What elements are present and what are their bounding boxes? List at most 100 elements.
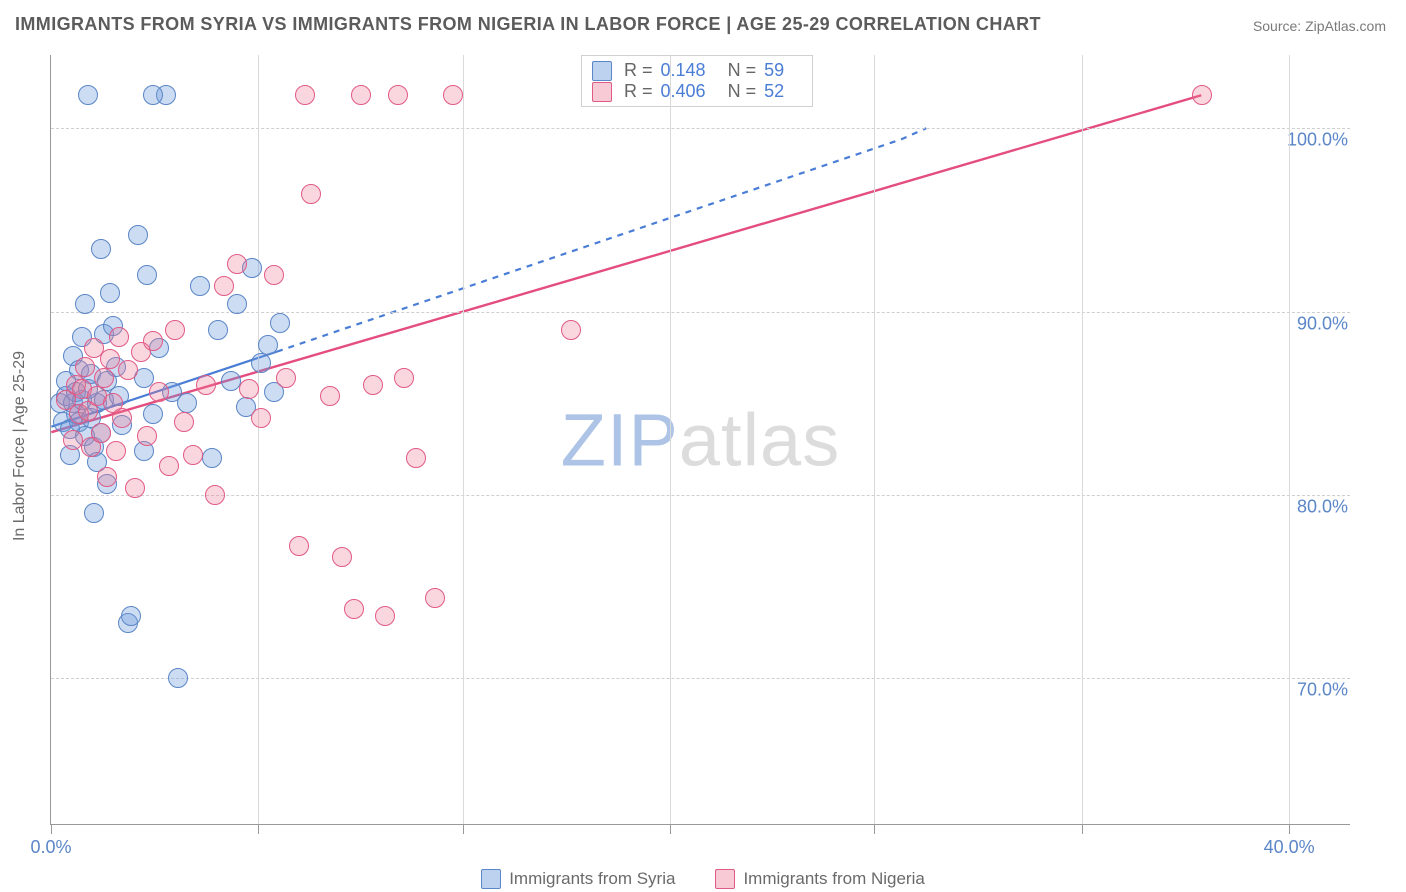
data-point	[97, 467, 117, 487]
data-point	[264, 265, 284, 285]
data-point	[143, 404, 163, 424]
x-tick	[463, 824, 464, 834]
data-point	[388, 85, 408, 105]
legend-swatch-icon	[715, 869, 735, 889]
data-point	[227, 294, 247, 314]
data-point	[375, 606, 395, 626]
data-point	[196, 375, 216, 395]
y-tick-label: 70.0%	[1297, 680, 1348, 701]
data-point	[214, 276, 234, 296]
data-point	[84, 503, 104, 523]
data-point	[202, 448, 222, 468]
gridline-v	[874, 55, 875, 824]
x-tick	[670, 824, 671, 834]
data-point	[100, 283, 120, 303]
data-point	[351, 85, 371, 105]
gridline-v	[1082, 55, 1083, 824]
x-tick	[874, 824, 875, 834]
data-point	[183, 445, 203, 465]
data-point	[118, 360, 138, 380]
data-point	[561, 320, 581, 340]
data-point	[168, 668, 188, 688]
stats-r-value: 0.148	[661, 60, 706, 81]
x-tick	[1289, 824, 1290, 834]
gridline-h	[51, 128, 1350, 129]
data-point	[270, 313, 290, 333]
stats-row: R = 0.148 N = 59	[592, 60, 800, 81]
watermark: ZIPatlas	[561, 397, 840, 482]
data-point	[94, 368, 114, 388]
y-tick-label: 100.0%	[1287, 130, 1348, 151]
data-point	[221, 371, 241, 391]
chart-title: IMMIGRANTS FROM SYRIA VS IMMIGRANTS FROM…	[15, 14, 1041, 35]
y-tick-label: 90.0%	[1297, 313, 1348, 334]
stats-r-value: 0.406	[661, 81, 706, 102]
legend-item: Immigrants from Syria	[481, 869, 675, 889]
data-point	[258, 335, 278, 355]
x-tick	[51, 824, 52, 834]
data-point	[159, 456, 179, 476]
y-axis-label: In Labor Force | Age 25-29	[11, 351, 29, 541]
stats-row: R = 0.406 N = 52	[592, 81, 800, 102]
stats-box: R = 0.148 N = 59 R = 0.406 N = 52	[581, 55, 813, 107]
data-point	[174, 412, 194, 432]
data-point	[425, 588, 445, 608]
y-tick-label: 80.0%	[1297, 497, 1348, 518]
stats-n-value: 59	[764, 60, 784, 81]
data-point	[75, 294, 95, 314]
stats-swatch-icon	[592, 61, 612, 81]
data-point	[239, 379, 259, 399]
data-point	[190, 276, 210, 296]
trend-line	[277, 128, 926, 351]
data-point	[63, 430, 83, 450]
data-point	[208, 320, 228, 340]
source-label: Source: ZipAtlas.com	[1253, 18, 1386, 34]
data-point	[276, 368, 296, 388]
data-point	[75, 357, 95, 377]
x-tick-label: 40.0%	[1264, 837, 1315, 858]
data-point	[320, 386, 340, 406]
data-point	[443, 85, 463, 105]
stats-r-label: R =	[624, 60, 653, 81]
data-point	[289, 536, 309, 556]
data-point	[128, 225, 148, 245]
gridline-v	[670, 55, 671, 824]
gridline-v	[1289, 55, 1290, 824]
data-point	[344, 599, 364, 619]
data-point	[143, 85, 163, 105]
legend-label: Immigrants from Syria	[509, 869, 675, 889]
legend-item: Immigrants from Nigeria	[715, 869, 924, 889]
data-point	[121, 606, 141, 626]
legend: Immigrants from Syria Immigrants from Nig…	[0, 869, 1406, 889]
data-point	[137, 426, 157, 446]
stats-r-label: R =	[624, 81, 653, 102]
data-point	[251, 353, 271, 373]
stats-n-value: 52	[764, 81, 784, 102]
data-point	[106, 441, 126, 461]
data-point	[91, 423, 111, 443]
data-point	[406, 448, 426, 468]
stats-n-label: N =	[728, 81, 757, 102]
data-point	[295, 85, 315, 105]
watermark-atlas: atlas	[679, 398, 840, 481]
data-point	[137, 265, 157, 285]
data-point	[149, 382, 169, 402]
legend-swatch-icon	[481, 869, 501, 889]
plot-area: ZIPatlas R = 0.148 N = 59 R = 0.406 N = 52 70.0…	[50, 55, 1350, 825]
gridline-h	[51, 678, 1350, 679]
data-point	[165, 320, 185, 340]
gridline-h	[51, 495, 1350, 496]
stats-n-label: N =	[728, 60, 757, 81]
data-point	[78, 85, 98, 105]
gridline-v	[258, 55, 259, 824]
gridline-h	[51, 312, 1350, 313]
chart-container: IMMIGRANTS FROM SYRIA VS IMMIGRANTS FROM…	[0, 0, 1406, 892]
data-point	[363, 375, 383, 395]
data-point	[1192, 85, 1212, 105]
legend-label: Immigrants from Nigeria	[743, 869, 924, 889]
data-point	[177, 393, 197, 413]
data-point	[205, 485, 225, 505]
x-tick	[258, 824, 259, 834]
data-point	[112, 408, 132, 428]
data-point	[143, 331, 163, 351]
